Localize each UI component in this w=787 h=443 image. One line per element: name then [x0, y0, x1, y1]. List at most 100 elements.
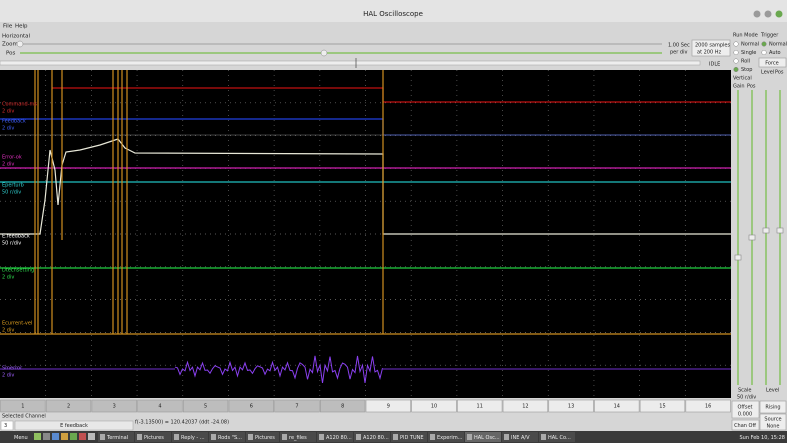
channel-button[interactable] — [365, 399, 411, 413]
taskbar-icon — [356, 434, 361, 440]
channel-button[interactable] — [320, 399, 366, 413]
slider-handle[interactable] — [776, 227, 784, 234]
channel-number: 16 — [705, 404, 711, 410]
taskbar-item[interactable] — [354, 432, 390, 442]
channel-button[interactable] — [685, 399, 731, 413]
radio[interactable] — [761, 49, 767, 56]
selected-name-box[interactable] — [14, 420, 134, 431]
chan-off-button[interactable] — [731, 419, 760, 431]
taskbar-item[interactable] — [428, 432, 464, 442]
taskbar-item[interactable] — [317, 432, 353, 442]
taskbar-label: Experim... — [437, 435, 463, 441]
radio-label: Normal — [769, 42, 787, 48]
taskbar-icon — [282, 434, 287, 440]
samples: at 200 Hz — [697, 50, 722, 56]
radio[interactable] — [733, 49, 739, 56]
channel-button[interactable] — [594, 399, 640, 413]
channel-number: 7 — [295, 404, 298, 410]
clock: Sun Feb 10, 15:28 — [740, 435, 786, 441]
launcher-icon[interactable] — [88, 433, 95, 440]
taskbar-item[interactable] — [465, 432, 501, 442]
channel-button[interactable] — [411, 399, 457, 413]
scale-value: 50 r/div — [737, 395, 756, 401]
pos-handle[interactable] — [320, 49, 328, 57]
radio[interactable] — [733, 66, 739, 73]
channel-label: Eperturb — [2, 183, 24, 189]
taskbar-item[interactable] — [135, 432, 171, 442]
taskbar-label: Terminal — [106, 435, 128, 441]
taskbar-item[interactable] — [209, 432, 245, 442]
taskbar-label: A120 80... — [326, 435, 352, 441]
chan-off-label: Chan Off — [734, 423, 756, 429]
launcher-icon[interactable] — [52, 433, 59, 440]
taskbar-icon — [504, 434, 509, 440]
taskbar-label: HAL Osc... — [474, 435, 500, 441]
channel-scale: 2 div — [2, 126, 14, 132]
radio-label: Stop — [741, 67, 752, 73]
channel-button[interactable] — [639, 399, 686, 413]
slider-handle[interactable] — [748, 234, 756, 241]
channel-label: Feedback — [2, 119, 26, 125]
force-label: Force — [765, 61, 779, 67]
channel-number: 6 — [250, 404, 253, 410]
channel-number: 3 — [113, 404, 116, 410]
channel-button[interactable] — [502, 399, 549, 413]
radio[interactable] — [733, 41, 739, 47]
trace — [174, 355, 383, 384]
channel-button[interactable] — [0, 399, 46, 413]
slider-handle[interactable] — [734, 254, 742, 261]
taskbar-item[interactable] — [98, 432, 134, 442]
taskbar-icon — [174, 434, 179, 440]
channel-button[interactable] — [182, 399, 229, 413]
channel-scale: 2 div — [2, 328, 14, 334]
taskbar-label: Reply - ... — [181, 435, 205, 441]
taskbar-item[interactable] — [172, 432, 208, 442]
slider-handle[interactable] — [762, 227, 770, 234]
rising-label: Rising — [765, 405, 780, 411]
taskbar-label: Pictures — [144, 435, 164, 441]
channel-button[interactable] — [137, 399, 183, 413]
channel-button[interactable] — [548, 399, 594, 413]
channel-label: Command-ms — [2, 102, 37, 108]
taskbar-item[interactable] — [391, 432, 427, 442]
window-title: HAL Oscilloscope — [363, 10, 423, 18]
launcher-icon[interactable] — [43, 433, 50, 440]
channel-button[interactable] — [457, 399, 503, 413]
channel-label: Smerror — [2, 366, 23, 372]
channel-button[interactable] — [91, 399, 137, 413]
taskbar-item[interactable] — [502, 432, 538, 442]
source-button[interactable] — [759, 413, 787, 431]
taskbar-label: PID TUNE — [400, 435, 424, 441]
offset-button[interactable] — [731, 400, 760, 419]
force-button[interactable] — [758, 57, 787, 68]
radio[interactable] — [733, 58, 739, 64]
window-button[interactable] — [775, 10, 783, 18]
launcher-icon[interactable] — [61, 433, 68, 440]
channel-button[interactable] — [274, 399, 320, 413]
taskbar-item[interactable] — [280, 432, 316, 442]
taskbar-icon — [541, 434, 546, 440]
channel-button[interactable] — [228, 399, 274, 413]
channel-number: 12 — [522, 404, 528, 410]
radio[interactable] — [761, 41, 767, 47]
trace — [0, 138, 731, 235]
zoom-label: Zoom — [2, 42, 18, 48]
launcher-icon[interactable] — [34, 433, 41, 440]
taskbar-item[interactable] — [539, 432, 575, 442]
selected-label: Selected Channel — [2, 414, 46, 420]
channel-scale: 50 r/div — [2, 241, 21, 247]
channel-button[interactable] — [45, 399, 92, 413]
level-label: Level — [761, 70, 774, 76]
launcher-icon[interactable] — [79, 433, 86, 440]
time-div: per div — [670, 50, 687, 56]
window-button[interactable] — [753, 10, 761, 18]
taskbar-item[interactable] — [246, 432, 279, 442]
channel-scale: 50 r/div — [2, 190, 21, 196]
gain-label: Gain — [733, 84, 745, 90]
window-button[interactable] — [764, 10, 772, 18]
taskbar-icon — [319, 434, 324, 440]
zoom-handle[interactable] — [16, 40, 24, 48]
rising-button[interactable] — [759, 400, 787, 414]
launcher-icon[interactable] — [70, 433, 77, 440]
